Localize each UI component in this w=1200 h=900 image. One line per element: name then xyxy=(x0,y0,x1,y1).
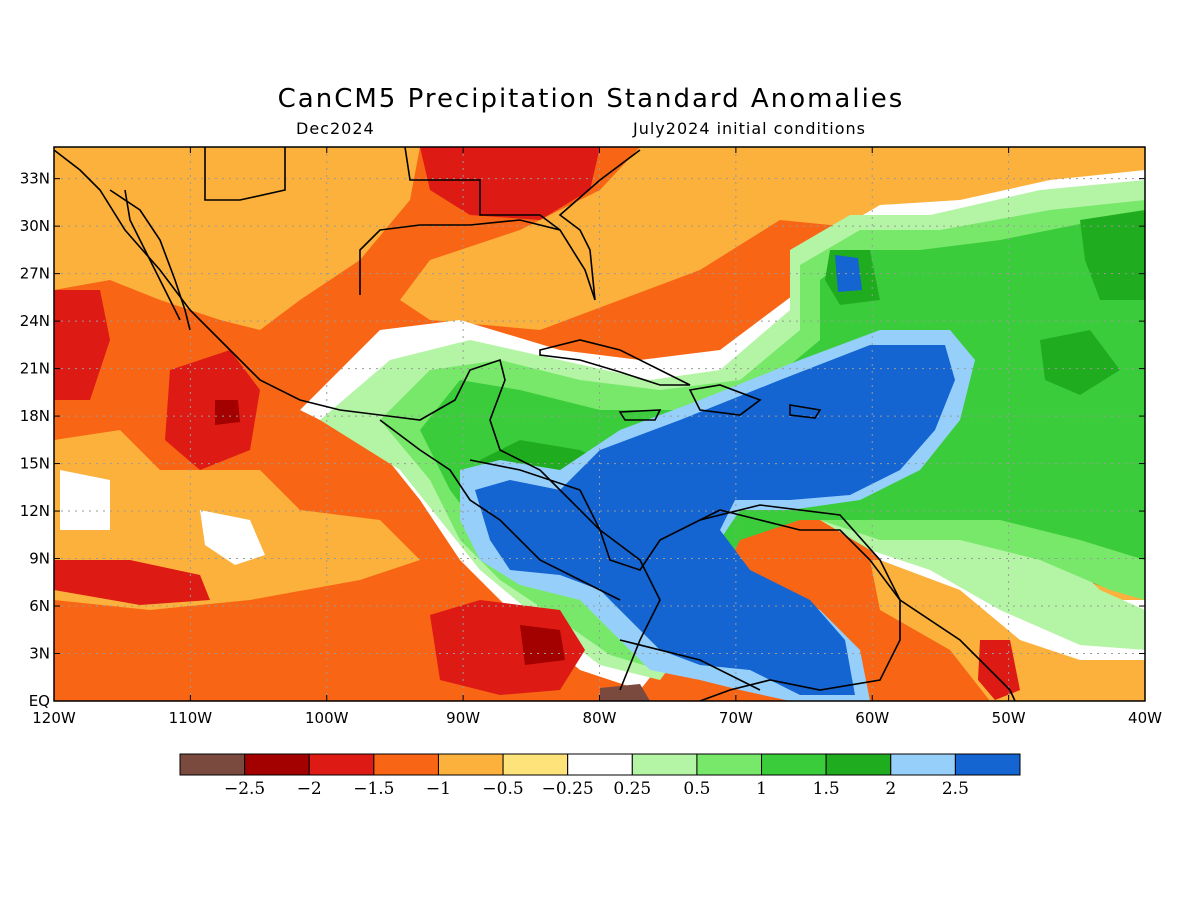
anomaly-field xyxy=(54,147,1145,701)
lon-label: 90W xyxy=(446,709,480,727)
fill-near-normal-w xyxy=(60,470,110,530)
lat-label: EQ xyxy=(29,692,50,710)
lon-label: 50W xyxy=(992,709,1026,727)
colorbar-swatch xyxy=(244,753,310,776)
fill-dry-25-g xyxy=(600,684,650,701)
fill-moderate-dry-n xyxy=(400,147,1145,330)
lat-label: 9N xyxy=(29,550,50,568)
colorbar-label: −1 xyxy=(426,779,451,799)
fill-dry-2-a xyxy=(215,400,240,425)
lon-label: 110W xyxy=(169,709,213,727)
chart-title: CanCM5 Precipitation Standard Anomalies xyxy=(277,84,905,114)
colorbar-label: −1.5 xyxy=(353,779,394,799)
initial-conditions: July2024 initial conditions xyxy=(633,119,866,138)
axis-ticks xyxy=(53,147,1146,702)
colorbar-swatch xyxy=(308,753,375,776)
fill-dry-15-e xyxy=(420,147,600,220)
fill-moderate-dry xyxy=(54,147,420,330)
colorbar-label: −0.25 xyxy=(542,779,594,799)
lon-label: 120W xyxy=(32,709,76,727)
lat-label: 18N xyxy=(20,407,50,425)
colorbar-swatch xyxy=(696,753,763,776)
fill-dry-15-a xyxy=(165,350,260,470)
lon-label: 80W xyxy=(583,709,617,727)
colorbar-swatch xyxy=(631,753,698,776)
lat-label: 15N xyxy=(20,455,50,473)
fill-wet-15c xyxy=(1040,330,1120,395)
lon-label: 60W xyxy=(855,709,889,727)
fill-dry-15-d xyxy=(430,600,585,695)
colorbar-swatch xyxy=(761,753,827,776)
colorbar-swatch xyxy=(890,753,956,776)
lon-label: 100W xyxy=(305,709,349,727)
colorbar: −2.5 −2 −1.5 −1 −0.5 −0.25 0.25 0.5 1 1.5 2 2.5 xyxy=(179,753,1021,799)
fill-dry-15-f xyxy=(978,640,1020,700)
fill-dry-15-b xyxy=(54,290,110,400)
lat-label: 3N xyxy=(29,645,50,663)
lat-label: 30N xyxy=(20,217,50,235)
colorbar-swatch xyxy=(437,753,504,776)
lat-label: 27N xyxy=(20,265,50,283)
colorbar-label: 1 xyxy=(756,779,767,799)
lat-label: 12N xyxy=(20,502,50,520)
colorbar-label: 0.25 xyxy=(613,779,651,799)
colorbar-label: 0.5 xyxy=(683,779,710,799)
colorbar-label: 1.5 xyxy=(813,779,840,799)
colorbar-swatch xyxy=(954,753,1021,776)
colorbar-swatch xyxy=(373,753,439,776)
colorbar-swatch xyxy=(179,753,246,776)
colorbar-swatch xyxy=(825,753,892,776)
lat-label: 21N xyxy=(20,360,50,378)
lon-label: 70W xyxy=(719,709,753,727)
lon-label: 40W xyxy=(1128,709,1162,727)
fill-dry-15-c xyxy=(54,560,210,605)
colorbar-label: 2.5 xyxy=(942,779,969,799)
colorbar-swatch xyxy=(502,753,569,776)
lat-lon-grid xyxy=(54,147,1145,701)
lat-label: 24N xyxy=(20,312,50,330)
colorbar-label: 2 xyxy=(885,779,896,799)
fill-near-normal-w2 xyxy=(200,510,265,565)
forecast-month: Dec2024 xyxy=(296,119,375,138)
colorbar-swatch xyxy=(567,753,633,776)
fill-wet-25 xyxy=(475,345,955,695)
coastlines xyxy=(54,147,1016,701)
latitude-labels: 33N 30N 27N 24N 21N 18N 15N 12N 9N 6N 3N EQ xyxy=(20,170,50,710)
lat-label: 6N xyxy=(29,597,50,615)
longitude-labels: 120W 110W 100W 90W 80W 70W 60W 50W 40W xyxy=(32,709,1162,727)
fill-wet-15b xyxy=(1080,210,1145,300)
colorbar-label: −2.5 xyxy=(224,779,265,799)
colorbar-label: −2 xyxy=(297,779,322,799)
colorbar-label: −0.5 xyxy=(482,779,523,799)
fill-wet-25b xyxy=(835,255,862,292)
fill-dry-2-d xyxy=(520,625,565,665)
lat-label: 33N xyxy=(20,170,50,188)
